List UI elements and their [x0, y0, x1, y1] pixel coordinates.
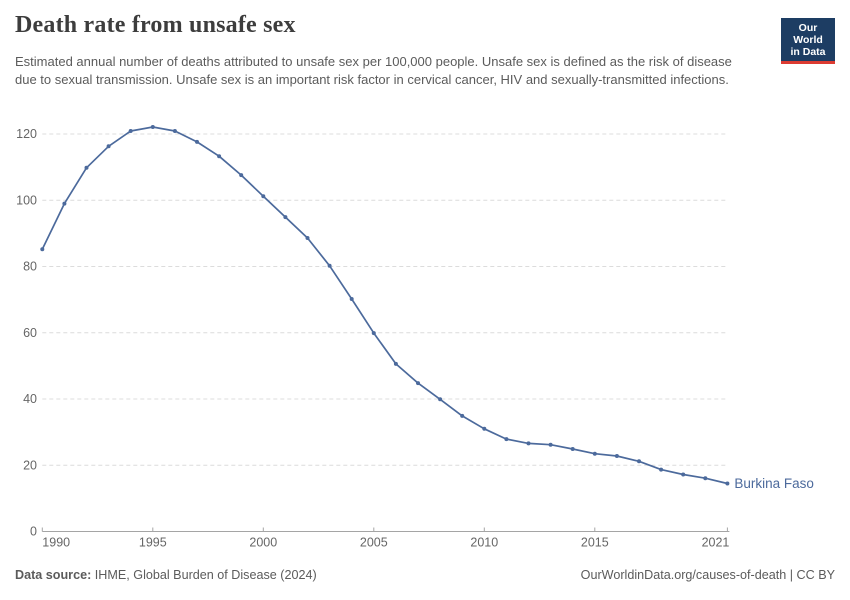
y-axis-label: 80	[23, 260, 37, 274]
y-axis-label: 120	[16, 127, 37, 141]
data-point[interactable]	[592, 451, 597, 456]
data-point[interactable]	[526, 441, 531, 446]
data-point[interactable]	[40, 247, 45, 252]
data-point[interactable]	[150, 125, 155, 129]
data-point[interactable]	[416, 381, 420, 386]
data-point[interactable]	[217, 154, 222, 159]
x-axis-label: 1990	[42, 536, 70, 550]
owid-logo-line2: in Data	[790, 46, 826, 58]
x-axis-label: 2021	[702, 536, 730, 550]
chart-subtitle: Estimated annual number of deaths attrib…	[15, 54, 732, 88]
owid-logo-line1: Our World	[793, 22, 823, 46]
data-source-label: Data source:	[15, 568, 92, 582]
data-point[interactable]	[283, 215, 288, 220]
chart-footer: Data source: IHME, Global Burden of Dise…	[15, 568, 835, 582]
data-point[interactable]	[548, 442, 553, 447]
x-axis-label: 2015	[581, 536, 609, 550]
line-chart[interactable]: 0 20 40 60 80 100 120 1990 1995 2000 2005 2010 2015 2…	[0, 110, 850, 565]
data-point[interactable]	[725, 481, 730, 486]
data-point[interactable]	[438, 397, 443, 402]
data-point[interactable]	[62, 201, 67, 206]
y-axis-label: 60	[23, 326, 37, 340]
x-axis-label: 1995	[139, 536, 167, 550]
data-point[interactable]	[106, 144, 111, 149]
data-point[interactable]	[570, 447, 575, 451]
data-point[interactable]	[681, 472, 686, 477]
data-point[interactable]	[195, 139, 199, 144]
data-point[interactable]	[261, 194, 266, 199]
x-axis-label: 2010	[470, 536, 498, 550]
data-point[interactable]	[84, 165, 89, 170]
data-point[interactable]	[460, 413, 465, 418]
y-axis-label: 0	[30, 525, 37, 539]
page-title: Death rate from unsafe sex	[15, 12, 296, 38]
data-point[interactable]	[172, 129, 177, 133]
owid-logo[interactable]: Our World in Data	[781, 18, 835, 64]
data-line[interactable]	[41, 126, 729, 485]
data-point[interactable]	[305, 236, 310, 240]
data-point[interactable]	[327, 263, 332, 268]
data-point[interactable]	[239, 173, 244, 178]
entity-label[interactable]: Burkina Faso	[734, 476, 814, 491]
x-axis-label: 2005	[360, 536, 388, 550]
data-point[interactable]	[128, 129, 133, 133]
y-axis-label: 100	[16, 193, 37, 207]
citation-link[interactable]: OurWorldinData.org/causes-of-death | CC …	[580, 568, 835, 582]
data-point[interactable]	[393, 361, 398, 366]
y-axis-label: 20	[23, 458, 37, 472]
data-source-value: IHME, Global Burden of Disease (2024)	[91, 568, 317, 582]
x-axis-label: 2000	[249, 536, 277, 550]
data-source: Data source: IHME, Global Burden of Dise…	[15, 568, 317, 582]
data-point[interactable]	[703, 476, 708, 481]
y-axis-label: 40	[23, 392, 37, 406]
data-point[interactable]	[637, 459, 641, 464]
data-point[interactable]	[482, 426, 487, 431]
data-point[interactable]	[659, 467, 664, 472]
data-point[interactable]	[349, 297, 354, 301]
data-point[interactable]	[504, 437, 509, 442]
data-point[interactable]	[371, 331, 376, 336]
data-point[interactable]	[614, 454, 619, 458]
